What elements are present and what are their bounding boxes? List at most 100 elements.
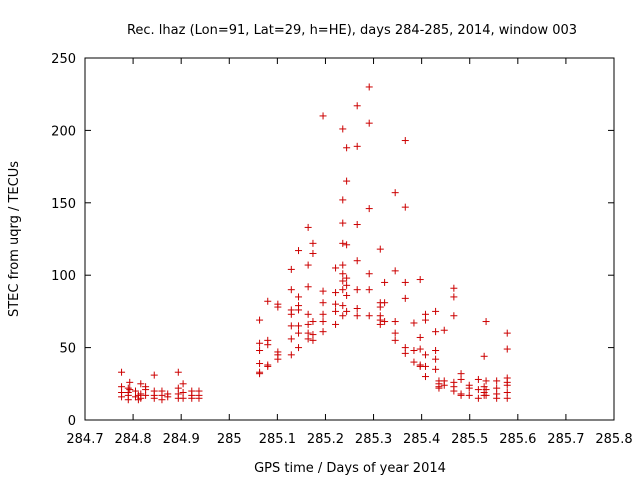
- data-point: [450, 293, 458, 301]
- data-point: [343, 274, 351, 282]
- data-point: [421, 373, 429, 381]
- data-point: [124, 396, 132, 404]
- data-point: [309, 239, 317, 247]
- data-point: [416, 333, 424, 341]
- data-point: [401, 294, 409, 302]
- x-axis: 284.7 284.8 284.9 285 285.1 285.2 285.3 285.4 28…: [66, 58, 633, 447]
- data-point: [381, 278, 389, 286]
- data-point: [287, 265, 295, 273]
- x-tick-label: 284.7: [66, 432, 103, 447]
- data-point: [319, 310, 327, 318]
- data-point: [365, 312, 373, 320]
- data-point: [309, 318, 317, 326]
- data-point: [118, 368, 126, 376]
- data-point: [287, 322, 295, 330]
- data-point: [391, 329, 399, 337]
- x-tick-label: 285.8: [595, 432, 632, 447]
- data-point: [339, 302, 347, 310]
- data-point: [480, 352, 488, 360]
- data-point: [365, 270, 373, 278]
- data-point: [195, 394, 203, 402]
- data-point: [339, 196, 347, 204]
- data-point: [474, 375, 482, 383]
- x-tick-label: 285: [217, 432, 242, 447]
- data-point: [137, 380, 145, 388]
- x-tick-label: 285.2: [307, 432, 344, 447]
- data-point: [118, 393, 126, 401]
- data-point: [274, 355, 282, 363]
- data-points: [118, 83, 511, 404]
- data-point: [274, 303, 282, 311]
- data-point: [421, 351, 429, 359]
- x-axis-title: GPS time / Days of year 2014: [254, 461, 446, 476]
- data-point: [339, 261, 347, 269]
- data-point: [339, 125, 347, 133]
- data-point: [410, 319, 418, 327]
- data-point: [440, 326, 448, 334]
- data-point: [126, 378, 134, 386]
- data-point: [353, 102, 361, 110]
- x-tick-label: 285.4: [403, 432, 440, 447]
- data-point: [319, 299, 327, 307]
- data-point: [416, 345, 424, 353]
- data-point: [264, 297, 272, 305]
- data-point: [164, 393, 172, 401]
- data-point: [353, 286, 361, 294]
- data-point: [376, 245, 384, 253]
- plot-area-frame: [84, 57, 615, 421]
- data-point: [410, 358, 418, 366]
- data-point: [381, 318, 389, 326]
- data-point: [295, 322, 303, 330]
- data-point: [304, 223, 312, 231]
- data-point: [353, 257, 361, 265]
- data-point: [319, 328, 327, 336]
- x-tick-label: 285.6: [499, 432, 536, 447]
- data-point: [295, 329, 303, 337]
- data-point: [343, 307, 351, 315]
- data-point: [287, 310, 295, 318]
- data-point: [332, 307, 340, 315]
- data-point: [353, 221, 361, 229]
- data-point: [343, 241, 351, 249]
- data-point: [264, 362, 272, 370]
- y-tick-label: 50: [59, 342, 76, 357]
- data-point: [401, 349, 409, 357]
- data-point: [503, 394, 511, 402]
- x-tick-label: 284.8: [114, 432, 151, 447]
- y-axis: 0 50 100 150 200 250: [51, 52, 614, 429]
- y-tick-label: 200: [51, 124, 76, 139]
- data-point: [179, 380, 187, 388]
- data-point: [391, 189, 399, 197]
- data-point: [339, 219, 347, 227]
- data-point: [343, 281, 351, 289]
- data-point: [457, 375, 465, 383]
- data-point: [391, 267, 399, 275]
- data-point: [256, 339, 264, 347]
- data-point: [287, 286, 295, 294]
- data-point: [304, 310, 312, 318]
- data-point: [131, 393, 139, 401]
- data-point: [432, 328, 440, 336]
- data-point: [343, 177, 351, 185]
- data-point: [142, 391, 150, 399]
- data-point: [493, 394, 501, 402]
- data-point: [353, 142, 361, 150]
- data-point: [150, 371, 158, 379]
- data-point: [309, 249, 317, 257]
- data-point: [474, 394, 482, 402]
- chart-title: Rec. lhaz (Lon=91, Lat=29, h=HE), days 2…: [127, 23, 577, 38]
- data-point: [264, 341, 272, 349]
- data-point: [482, 391, 490, 399]
- data-point: [304, 261, 312, 269]
- data-point: [339, 277, 347, 285]
- data-point: [304, 283, 312, 291]
- data-point: [432, 355, 440, 363]
- data-point: [376, 303, 384, 311]
- data-point: [287, 351, 295, 359]
- data-point: [450, 312, 458, 320]
- data-point: [295, 293, 303, 301]
- data-point: [126, 386, 134, 394]
- data-point: [391, 318, 399, 326]
- y-tick-label: 250: [51, 52, 76, 67]
